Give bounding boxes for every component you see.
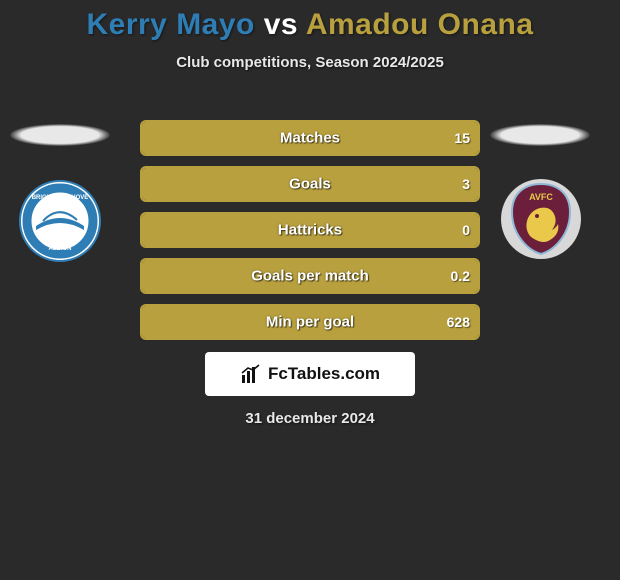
brand-box: FcTables.com <box>205 352 415 396</box>
vs-word: vs <box>264 8 298 41</box>
brand-text: FcTables.com <box>268 364 380 384</box>
player1-name: Kerry Mayo <box>86 8 254 41</box>
player1-club-badge: BRIGHTON & HOVE ALBION <box>19 180 101 262</box>
stat-bars-area: Matches 15 Goals 3 Hattricks 0 Goals per… <box>140 120 480 350</box>
stat-bar-goals: Goals 3 <box>140 166 480 202</box>
svg-text:AVFC: AVFC <box>529 192 553 202</box>
svg-text:ALBION: ALBION <box>49 246 72 252</box>
bar-label: Matches <box>280 130 340 147</box>
bar-value-right: 15 <box>454 130 470 146</box>
svg-text:BRIGHTON & HOVE: BRIGHTON & HOVE <box>32 195 89 201</box>
right-shadow-ellipse <box>490 124 590 146</box>
stat-bar-hattricks: Hattricks 0 <box>140 212 480 248</box>
stat-bar-min-per-goal: Min per goal 628 <box>140 304 480 340</box>
bar-label: Min per goal <box>266 314 354 331</box>
brighton-badge-icon: BRIGHTON & HOVE ALBION <box>19 180 101 262</box>
left-shadow-ellipse <box>10 124 110 146</box>
timestamp: 31 december 2024 <box>0 410 620 427</box>
bar-label: Hattricks <box>278 222 342 239</box>
comparison-title: Kerry Mayo vs Amadou Onana <box>0 0 620 42</box>
subtitle: Club competitions, Season 2024/2025 <box>0 54 620 71</box>
bar-value-right: 3 <box>462 176 470 192</box>
bars-icon <box>240 363 262 385</box>
stat-bar-matches: Matches 15 <box>140 120 480 156</box>
bar-value-right: 628 <box>447 314 470 330</box>
bar-label: Goals <box>289 176 331 193</box>
player2-name: Amadou Onana <box>306 8 534 41</box>
bar-value-right: 0.2 <box>451 268 470 284</box>
bar-value-right: 0 <box>462 222 470 238</box>
bar-label: Goals per match <box>251 268 369 285</box>
player2-club-badge: AVFC <box>500 178 582 260</box>
aston-villa-badge-icon: AVFC <box>500 178 582 260</box>
stat-bar-goals-per-match: Goals per match 0.2 <box>140 258 480 294</box>
